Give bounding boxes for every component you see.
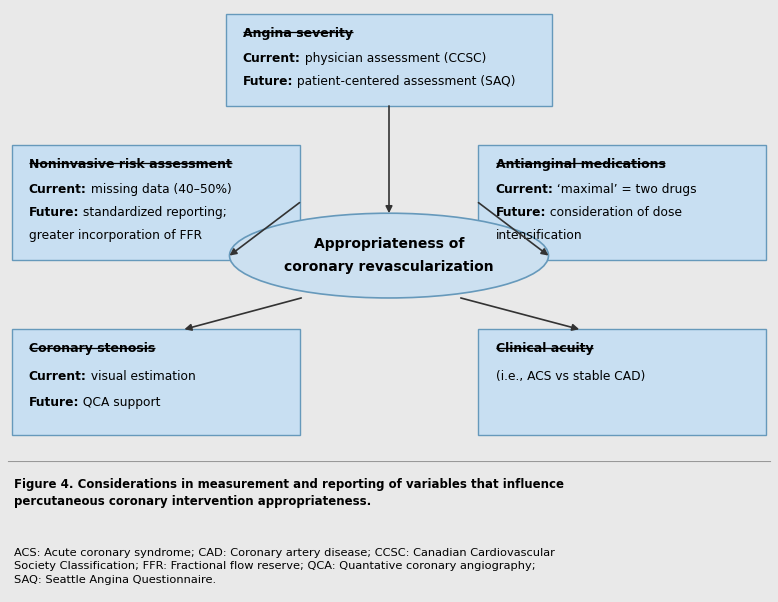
Text: Antianginal medications: Antianginal medications [496,158,665,171]
FancyBboxPatch shape [478,145,766,260]
Text: Angina severity: Angina severity [243,26,352,40]
FancyBboxPatch shape [226,14,552,106]
Text: Appropriateness of: Appropriateness of [314,237,464,251]
Text: Current:: Current: [243,52,300,65]
Text: intensification: intensification [496,229,582,242]
FancyBboxPatch shape [478,329,766,435]
Text: standardized reporting;: standardized reporting; [79,206,227,219]
Text: greater incorporation of FFR: greater incorporation of FFR [29,229,202,242]
FancyBboxPatch shape [12,329,300,435]
Text: Figure 4. Considerations in measurement and reporting of variables that influenc: Figure 4. Considerations in measurement … [14,477,564,507]
Text: Future:: Future: [496,206,546,219]
Text: Future:: Future: [29,206,79,219]
Text: Current:: Current: [29,370,86,383]
Text: consideration of dose: consideration of dose [546,206,682,219]
Text: Future:: Future: [243,75,293,88]
Text: patient-centered assessment (SAQ): patient-centered assessment (SAQ) [293,75,516,88]
Text: Current:: Current: [29,183,86,196]
Text: Coronary stenosis: Coronary stenosis [29,342,155,355]
Text: Noninvasive risk assessment: Noninvasive risk assessment [29,158,232,171]
Text: Clinical acuity: Clinical acuity [496,342,593,355]
Text: coronary revascularization: coronary revascularization [284,260,494,274]
Text: physician assessment (CCSC): physician assessment (CCSC) [300,52,486,65]
Text: missing data (40–50%): missing data (40–50%) [86,183,231,196]
Text: (i.e., ACS vs stable CAD): (i.e., ACS vs stable CAD) [496,370,645,383]
Text: Future:: Future: [29,396,79,409]
FancyBboxPatch shape [12,145,300,260]
Ellipse shape [230,213,548,298]
Text: QCA support: QCA support [79,396,161,409]
Text: Current:: Current: [496,183,553,196]
Text: visual estimation: visual estimation [86,370,195,383]
Text: ‘maximal’ = two drugs: ‘maximal’ = two drugs [553,183,697,196]
Text: ACS: Acute coronary syndrome; CAD: Coronary artery disease; CCSC: Canadian Cardi: ACS: Acute coronary syndrome; CAD: Coron… [14,548,555,585]
